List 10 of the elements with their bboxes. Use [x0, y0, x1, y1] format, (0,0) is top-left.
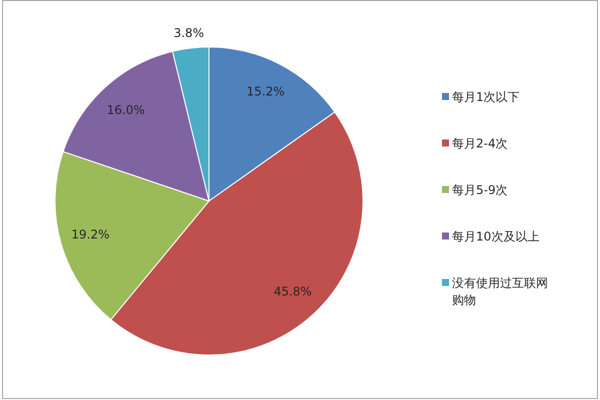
- legend-label: 每月1次以下: [452, 90, 520, 104]
- legend-label: 每月5-9次: [452, 183, 508, 197]
- data-label: 19.2%: [71, 228, 110, 242]
- data-label: 45.8%: [274, 284, 312, 298]
- data-label: 3.8%: [174, 26, 204, 40]
- data-label: 16.0%: [106, 103, 145, 118]
- legend-label: 每月10次及以上: [452, 230, 540, 244]
- data-label: 15.2%: [246, 84, 285, 99]
- legend-label: 每月2-4次: [452, 136, 508, 150]
- legend-label: 没有使用过互联网购物: [452, 276, 548, 307]
